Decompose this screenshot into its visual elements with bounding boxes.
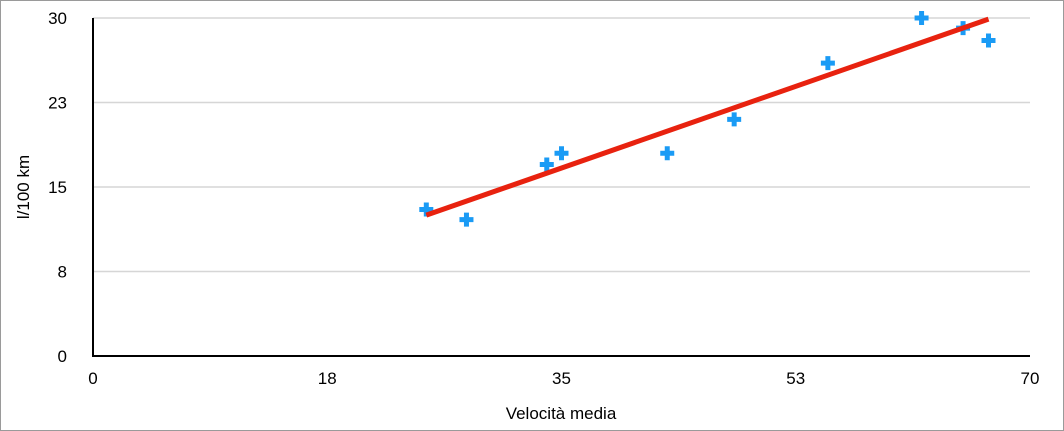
data-point-plus-marker <box>539 157 554 172</box>
data-point-plus-marker <box>820 56 835 71</box>
trendline <box>425 16 990 218</box>
axes <box>92 18 1030 357</box>
tick-labels: 0 8 15 23 30 0 18 35 53 70 <box>48 9 1039 388</box>
data-point-plus-marker <box>660 146 675 161</box>
data-point-plus-marker <box>459 212 474 227</box>
x-tick-label: 53 <box>786 369 805 388</box>
data-point-plus-marker <box>554 146 569 161</box>
gridlines <box>93 17 1030 273</box>
y-tick-label: 15 <box>48 178 67 197</box>
data-point-plus-marker <box>981 33 996 48</box>
y-axis-label: l/100 km <box>14 155 33 219</box>
x-tick-label: 18 <box>318 369 337 388</box>
x-tick-label: 35 <box>552 369 571 388</box>
y-tick-label: 0 <box>58 347 67 366</box>
x-axis-label: Velocità media <box>506 404 617 423</box>
x-tick-label: 0 <box>88 369 97 388</box>
data-point-plus-marker <box>914 11 929 25</box>
data-point-plus-marker <box>727 112 742 127</box>
y-tick-label: 23 <box>48 94 67 113</box>
y-tick-label: 30 <box>48 9 67 28</box>
trendline-group <box>425 16 990 218</box>
x-tick-label: 70 <box>1021 369 1040 388</box>
data-point-plus-marker <box>419 202 434 217</box>
y-tick-label: 8 <box>58 263 67 282</box>
